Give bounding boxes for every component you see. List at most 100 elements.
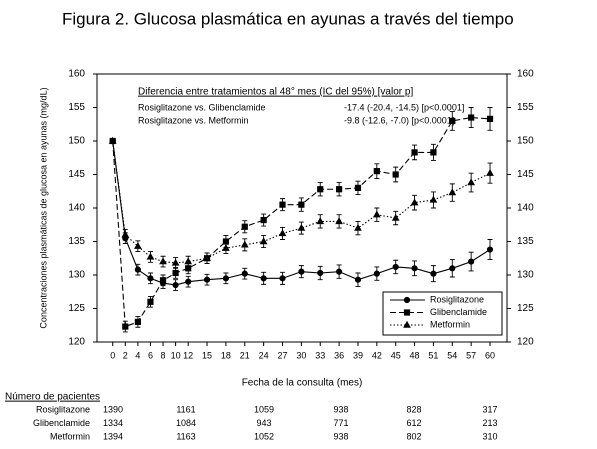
marker: [185, 278, 192, 285]
y2-tick-label: 120: [517, 337, 534, 348]
x-tick-label: 2: [123, 350, 128, 360]
y-tick-label: 130: [68, 270, 85, 281]
x-tick-label: 51: [428, 350, 438, 360]
marker: [468, 258, 475, 265]
marker: [279, 201, 286, 208]
y2-tick-label: 130: [517, 270, 534, 281]
y2-tick-label: 145: [517, 169, 534, 180]
marker: [172, 281, 179, 289]
marker: [336, 186, 343, 193]
annotation-text: -17.4 (-20.4, -14.5) [p<0.0001]: [344, 102, 464, 112]
table-cell: 1084: [176, 418, 196, 428]
marker: [317, 269, 324, 277]
legend-label: Rosiglitazone: [430, 294, 484, 304]
marker: [259, 237, 268, 245]
annotation-text: -9.8 (-12.6, -7.0) [p<0.0001]: [344, 115, 454, 125]
legend-marker: [403, 296, 411, 304]
marker: [184, 257, 193, 265]
marker: [486, 115, 494, 122]
marker: [172, 269, 179, 277]
table-cell: 1334: [103, 418, 123, 428]
marker: [121, 230, 130, 238]
marker: [317, 186, 324, 193]
legend-box: [382, 291, 503, 336]
table-cell: 317: [482, 404, 497, 414]
marker: [430, 270, 437, 277]
table-row-name: Glibenclamide: [33, 418, 90, 428]
table-cell: 612: [406, 418, 421, 428]
x-tick-label: 30: [296, 350, 306, 360]
marker: [134, 318, 141, 325]
marker: [373, 168, 380, 175]
marker: [298, 201, 305, 208]
table-row-name: Metformin: [50, 431, 90, 441]
x-tick-label: 48: [410, 350, 420, 360]
y-tick-label: 160: [68, 69, 85, 80]
x-tick-label: 10: [171, 350, 181, 360]
y2-tick-label: 150: [517, 136, 534, 147]
legend-marker: [403, 320, 411, 328]
x-tick-label: 4: [135, 350, 140, 360]
x-tick-label: 33: [315, 350, 325, 360]
x-tick-label: 54: [447, 350, 457, 360]
marker: [467, 178, 476, 186]
table-cell: 1052: [254, 431, 274, 441]
y-axis-label: Concentraciones plasmáticas de glucosa e…: [38, 87, 48, 328]
table-cell: 1059: [254, 404, 274, 414]
x-tick-label: 15: [202, 350, 212, 360]
x-tick-label: 45: [391, 350, 401, 360]
legend-label: Metformin: [430, 319, 470, 329]
y-tick-label: 155: [68, 102, 85, 113]
table-row-name: Rosiglitazone: [36, 404, 90, 414]
marker: [171, 258, 180, 266]
marker: [392, 263, 399, 271]
marker: [108, 136, 117, 144]
annotation-label: Rosiglitazone vs. Glibenclamide: [138, 102, 266, 112]
y-tick-label: 140: [68, 203, 85, 214]
marker: [279, 275, 286, 282]
table-cell: 1394: [103, 431, 123, 441]
marker: [297, 223, 306, 231]
marker: [354, 223, 362, 231]
marker: [410, 198, 419, 206]
marker: [486, 246, 494, 253]
table-cell: 802: [406, 431, 421, 441]
x-tick-label: 0: [110, 350, 115, 360]
x-axis-label: Fecha de la consulta (mes): [242, 378, 363, 389]
marker: [260, 216, 267, 224]
marker: [134, 241, 142, 249]
marker: [411, 265, 418, 272]
table-cell: 771: [333, 418, 348, 428]
marker: [241, 270, 248, 277]
marker: [159, 277, 167, 284]
marker: [203, 276, 211, 283]
x-tick-label: 42: [372, 350, 382, 360]
table-cell: 1161: [176, 404, 195, 414]
y-tick-label: 125: [68, 303, 85, 314]
marker: [449, 117, 456, 125]
marker: [222, 243, 230, 251]
marker: [354, 276, 362, 283]
y-tick-label: 145: [68, 169, 85, 180]
x-tick-label: 21: [240, 350, 250, 360]
x-tick-label: 24: [259, 350, 269, 360]
marker: [429, 195, 438, 203]
y2-tick-label: 135: [517, 236, 534, 247]
marker: [354, 184, 362, 192]
series-line: [112, 140, 491, 286]
marker: [411, 149, 418, 156]
marker: [147, 275, 154, 282]
annotation-label: Rosiglitazone vs. Metformin: [138, 115, 249, 125]
marker: [203, 254, 211, 261]
marker: [147, 298, 154, 305]
x-tick-label: 39: [353, 350, 363, 360]
chart-title: Figura 2. Glucosa plasmática en ayunas a…: [62, 9, 514, 28]
y-tick-label: 135: [68, 236, 85, 247]
marker: [336, 268, 343, 275]
marker: [240, 240, 249, 248]
y-tick-label: 120: [68, 337, 85, 348]
marker: [316, 217, 325, 225]
y2-tick-label: 125: [517, 303, 534, 314]
legend-marker: [403, 309, 411, 316]
marker: [430, 149, 437, 156]
